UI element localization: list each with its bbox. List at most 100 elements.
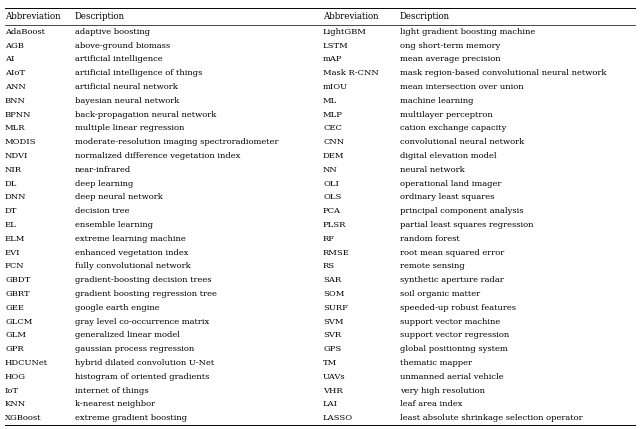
Text: extreme learning machine: extreme learning machine	[75, 235, 186, 243]
Text: gradient boosting regression tree: gradient boosting regression tree	[75, 290, 217, 298]
Text: mAP: mAP	[323, 55, 342, 63]
Text: thematic mapper: thematic mapper	[400, 359, 472, 367]
Text: internet of things: internet of things	[75, 387, 148, 395]
Text: XGBoost: XGBoost	[5, 414, 42, 422]
Text: KNN: KNN	[5, 400, 26, 408]
Text: ensemble learning: ensemble learning	[75, 221, 153, 229]
Text: AdaBoost: AdaBoost	[5, 28, 45, 36]
Text: GLCM: GLCM	[5, 317, 33, 326]
Text: very high resolution: very high resolution	[400, 387, 485, 395]
Text: UAVs: UAVs	[323, 373, 346, 381]
Text: DT: DT	[5, 207, 17, 215]
Text: unmanned aerial vehicle: unmanned aerial vehicle	[400, 373, 504, 381]
Text: EVI: EVI	[5, 248, 20, 257]
Text: Description: Description	[400, 12, 450, 21]
Text: AI: AI	[5, 55, 14, 63]
Text: convolutional neural network: convolutional neural network	[400, 138, 524, 146]
Text: speeded-up robust features: speeded-up robust features	[400, 304, 516, 312]
Text: Description: Description	[75, 12, 125, 21]
Text: ML: ML	[323, 97, 337, 105]
Text: ELM: ELM	[5, 235, 26, 243]
Text: SOM: SOM	[323, 290, 344, 298]
Text: Abbreviation: Abbreviation	[5, 12, 61, 21]
Text: AIoT: AIoT	[5, 69, 25, 77]
Text: RS: RS	[323, 263, 335, 270]
Text: adaptive boosting: adaptive boosting	[75, 28, 150, 36]
Text: light gradient boosting machine: light gradient boosting machine	[400, 28, 535, 36]
Text: artificial intelligence of things: artificial intelligence of things	[75, 69, 202, 77]
Text: multilayer perceptron: multilayer perceptron	[400, 111, 493, 119]
Text: SVM: SVM	[323, 317, 344, 326]
Text: GPR: GPR	[5, 345, 24, 353]
Text: least absolute shrinkage selection operator: least absolute shrinkage selection opera…	[400, 414, 582, 422]
Text: machine learning: machine learning	[400, 97, 474, 105]
Text: LSTM: LSTM	[323, 42, 349, 50]
Text: neural network: neural network	[400, 166, 465, 174]
Text: cation exchange capacity: cation exchange capacity	[400, 124, 506, 133]
Text: remote sensing: remote sensing	[400, 263, 465, 270]
Text: enhanced vegetation index: enhanced vegetation index	[75, 248, 189, 257]
Text: principal component analysis: principal component analysis	[400, 207, 524, 215]
Text: OLI: OLI	[323, 180, 339, 187]
Text: ordinary least squares: ordinary least squares	[400, 193, 494, 201]
Text: LAI: LAI	[323, 400, 338, 408]
Text: OLS: OLS	[323, 193, 341, 201]
Text: GBRT: GBRT	[5, 290, 29, 298]
Text: RMSE: RMSE	[323, 248, 350, 257]
Text: NDVI: NDVI	[5, 152, 28, 160]
Text: gradient-boosting decision trees: gradient-boosting decision trees	[75, 276, 211, 284]
Text: operational land imager: operational land imager	[400, 180, 501, 187]
Text: extreme gradient boosting: extreme gradient boosting	[75, 414, 187, 422]
Text: partial least squares regression: partial least squares regression	[400, 221, 534, 229]
Text: mIOU: mIOU	[323, 83, 348, 91]
Text: CEC: CEC	[323, 124, 342, 133]
Text: SAR: SAR	[323, 276, 341, 284]
Text: deep neural network: deep neural network	[75, 193, 163, 201]
Text: CNN: CNN	[323, 138, 344, 146]
Text: synthetic aperture radar: synthetic aperture radar	[400, 276, 504, 284]
Text: support vector machine: support vector machine	[400, 317, 500, 326]
Text: SURF: SURF	[323, 304, 348, 312]
Text: fully convolutional network: fully convolutional network	[75, 263, 191, 270]
Text: leaf area index: leaf area index	[400, 400, 463, 408]
Text: soil organic matter: soil organic matter	[400, 290, 480, 298]
Text: TM: TM	[323, 359, 337, 367]
Text: MLP: MLP	[323, 111, 343, 119]
Text: ANN: ANN	[5, 83, 26, 91]
Text: SVR: SVR	[323, 331, 341, 339]
Text: LightGBM: LightGBM	[323, 28, 367, 36]
Text: GLM: GLM	[5, 331, 26, 339]
Text: HOG: HOG	[5, 373, 26, 381]
Text: multiple linear regression: multiple linear regression	[75, 124, 184, 133]
Text: histogram of oriented gradients: histogram of oriented gradients	[75, 373, 209, 381]
Text: decision tree: decision tree	[75, 207, 129, 215]
Text: google earth engine: google earth engine	[75, 304, 159, 312]
Text: artificial intelligence: artificial intelligence	[75, 55, 163, 63]
Text: DNN: DNN	[5, 193, 26, 201]
Text: FCN: FCN	[5, 263, 24, 270]
Text: PLSR: PLSR	[323, 221, 346, 229]
Text: LASSO: LASSO	[323, 414, 353, 422]
Text: moderate-resolution imaging spectroradiometer: moderate-resolution imaging spectroradio…	[75, 138, 278, 146]
Text: bayesian neural network: bayesian neural network	[75, 97, 179, 105]
Text: near-infrared: near-infrared	[75, 166, 131, 174]
Text: DL: DL	[5, 180, 17, 187]
Text: RF: RF	[323, 235, 335, 243]
Text: DEM: DEM	[323, 152, 344, 160]
Text: GBDT: GBDT	[5, 276, 30, 284]
Text: NIR: NIR	[5, 166, 22, 174]
Text: BNN: BNN	[5, 97, 26, 105]
Text: normalized difference vegetation index: normalized difference vegetation index	[75, 152, 241, 160]
Text: BPNN: BPNN	[5, 111, 31, 119]
Text: GPS: GPS	[323, 345, 341, 353]
Text: GEE: GEE	[5, 304, 24, 312]
Text: generalized linear model: generalized linear model	[75, 331, 180, 339]
Text: MODIS: MODIS	[5, 138, 36, 146]
Text: Abbreviation: Abbreviation	[323, 12, 378, 21]
Text: random forest: random forest	[400, 235, 460, 243]
Text: mask region-based convolutional neural network: mask region-based convolutional neural n…	[400, 69, 607, 77]
Text: PCA: PCA	[323, 207, 341, 215]
Text: gaussian process regression: gaussian process regression	[75, 345, 195, 353]
Text: Mask R-CNN: Mask R-CNN	[323, 69, 379, 77]
Text: AGB: AGB	[5, 42, 24, 50]
